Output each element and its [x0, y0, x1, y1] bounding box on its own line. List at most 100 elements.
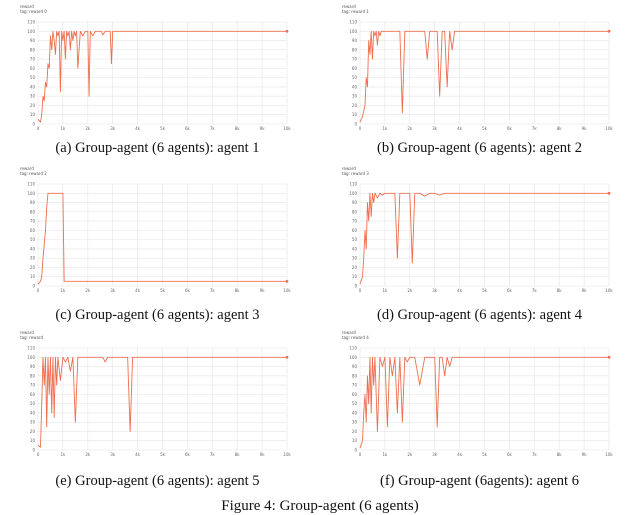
y-tick-label: 70 [30, 57, 36, 62]
x-tick-label: 8k [235, 288, 241, 293]
y-tick-label: 40 [30, 246, 36, 251]
x-tick-label: 9k [582, 288, 588, 293]
y-tick-label: 100 [27, 355, 35, 360]
chart-subtitle: tag: reward [20, 335, 44, 340]
x-tick-label: 5k [482, 288, 488, 293]
x-tick-label: 8k [557, 288, 563, 293]
y-tick-label: 70 [352, 219, 358, 224]
line-chart: 0 10 20 30 40 50 60 70 80 90 100 110 0 1k 2k 3k 4k 5k 6k 7k… [27, 182, 291, 294]
y-tick-label: 40 [30, 84, 36, 89]
reward-series-line [359, 192, 609, 285]
x-tick-label: 8k [235, 452, 241, 457]
y-tick-label: 10 [352, 438, 358, 443]
x-tick-label: 2k [85, 126, 91, 131]
subfigure-caption: (b) Group-agent (6 agents): agent 2 [377, 140, 582, 156]
series-end-point [285, 279, 289, 283]
x-tick-label: 4k [135, 288, 141, 293]
x-tick-label: 10k [605, 452, 613, 457]
x-tick-label: 5k [160, 452, 166, 457]
y-tick-label: 50 [352, 237, 358, 242]
y-tick-label: 80 [352, 209, 358, 214]
y-tick-label: 10 [352, 112, 358, 117]
x-tick-label: 4k [135, 126, 141, 131]
chart-panel-5: reward tag: reward 0 10 20 30 40 50 60 70 80 90 100 1… [20, 330, 295, 460]
reward-series-line [37, 356, 287, 448]
x-tick-label: 8k [557, 126, 563, 131]
x-tick-label: 9k [260, 452, 266, 457]
y-tick-label: 110 [27, 182, 35, 187]
y-tick-label: 70 [30, 219, 36, 224]
y-tick-label: 70 [352, 57, 358, 62]
x-tick-label: 7k [532, 452, 538, 457]
y-tick-label: 10 [352, 274, 358, 279]
x-tick-label: 9k [582, 126, 588, 131]
x-tick-label: 6k [185, 288, 191, 293]
y-tick-label: 80 [30, 373, 36, 378]
subfigure-caption: (c) Group-agent (6 agents): agent 3 [55, 307, 260, 323]
y-tick-label: 0 [32, 448, 35, 453]
y-tick-label: 40 [352, 410, 358, 415]
line-chart: 0 10 20 30 40 50 60 70 80 90 100 110 0 1k 2k 3k 4k 5k 6k 7k… [27, 20, 291, 132]
chart-title: reward [20, 330, 34, 335]
x-tick-label: 0 [359, 288, 362, 293]
subfigure-caption: (a) Group-agent (6 agents): agent 1 [55, 140, 260, 156]
y-tick-label: 70 [352, 383, 358, 388]
x-tick-label: 4k [457, 288, 463, 293]
y-tick-label: 30 [352, 420, 358, 425]
x-tick-label: 0 [359, 126, 362, 131]
line-chart: 0 10 20 30 40 50 60 70 80 90 100 110 0 1k 2k 3k 4k 5k 6k 7k… [27, 346, 291, 458]
series-end-point [285, 29, 289, 33]
x-tick-label: 4k [135, 452, 141, 457]
chart-title: reward [342, 330, 356, 335]
y-tick-label: 40 [352, 84, 358, 89]
y-tick-label: 0 [354, 448, 357, 453]
y-tick-label: 30 [352, 94, 358, 99]
y-tick-label: 90 [30, 38, 36, 43]
y-tick-label: 20 [30, 429, 36, 434]
x-tick-label: 7k [532, 126, 538, 131]
series-end-point [607, 191, 611, 195]
chart-title: reward [20, 166, 34, 171]
x-tick-label: 5k [160, 126, 166, 131]
x-tick-label: 10k [605, 126, 613, 131]
x-tick-label: 0 [37, 288, 40, 293]
y-tick-label: 110 [27, 20, 35, 25]
x-tick-label: 6k [185, 126, 191, 131]
chart-subtitle: tag: reward 3 [342, 171, 369, 176]
y-tick-label: 20 [352, 103, 358, 108]
y-tick-label: 50 [30, 401, 36, 406]
chart-panel-2: reward tag: reward 1 0 10 20 30 40 50 60 70 80 90 10… [342, 4, 617, 134]
x-tick-label: 3k [110, 452, 116, 457]
chart-panel-3: reward tag: reward 2 0 10 20 30 40 50 60 70 80 90 10… [20, 166, 295, 296]
x-tick-label: 1k [382, 288, 388, 293]
y-tick-label: 80 [352, 373, 358, 378]
y-tick-label: 50 [352, 401, 358, 406]
y-tick-label: 60 [352, 66, 358, 71]
chart-title: reward [342, 4, 356, 9]
y-tick-label: 100 [27, 191, 35, 196]
x-tick-label: 7k [210, 288, 216, 293]
x-tick-label: 10k [283, 288, 291, 293]
y-tick-label: 90 [30, 200, 36, 205]
reward-series-line [37, 30, 287, 123]
x-tick-label: 3k [432, 452, 438, 457]
reward-series-line [37, 192, 287, 285]
chart-panel-4: reward tag: reward 3 0 10 20 30 40 50 60 70 80 90 10… [342, 166, 617, 296]
x-tick-label: 8k [235, 126, 241, 131]
x-tick-label: 1k [60, 452, 66, 457]
x-tick-label: 8k [557, 452, 563, 457]
line-chart: 0 10 20 30 40 50 60 70 80 90 100 110 0 1k 2k 3k 4k 5k 6k 7k… [349, 20, 613, 132]
y-tick-label: 90 [352, 364, 358, 369]
y-tick-label: 60 [30, 66, 36, 71]
y-tick-label: 110 [27, 346, 35, 351]
x-tick-label: 9k [260, 126, 266, 131]
y-tick-label: 20 [352, 429, 358, 434]
chart-subtitle: tag: reward 4 [342, 335, 369, 340]
y-tick-label: 100 [349, 355, 357, 360]
series-end-point [607, 29, 611, 33]
y-tick-label: 50 [30, 75, 36, 80]
y-tick-label: 60 [352, 392, 358, 397]
x-tick-label: 2k [407, 126, 413, 131]
x-tick-label: 1k [382, 126, 388, 131]
y-tick-label: 90 [352, 38, 358, 43]
